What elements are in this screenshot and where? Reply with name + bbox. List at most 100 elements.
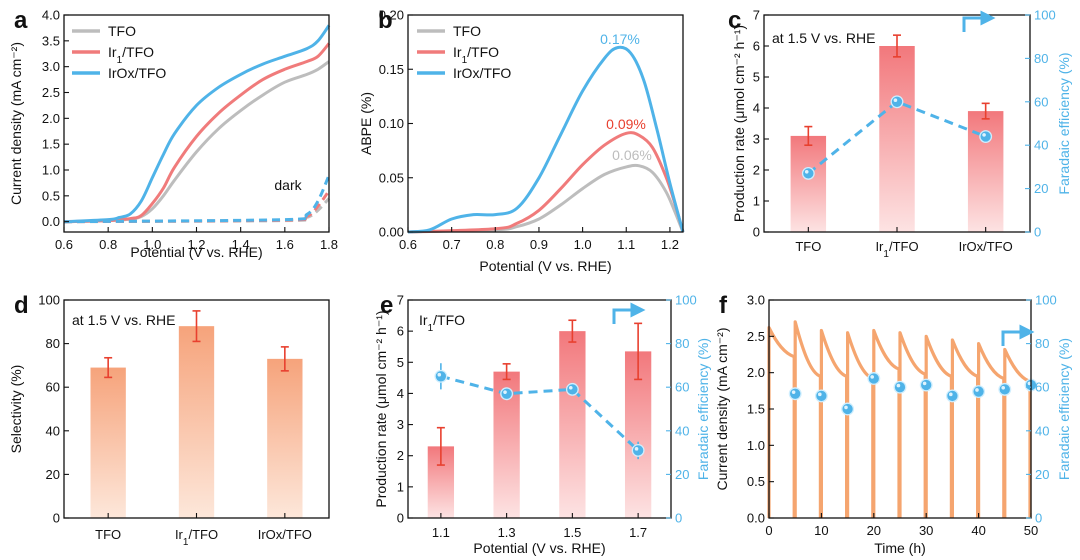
panel-c-category-label: TFO [795, 239, 821, 254]
panel-b-ytick-label: 0.05 [379, 170, 404, 185]
panel-f-y2label: Faradaic efficiency (%) [1056, 338, 1072, 480]
panel-b-xtick-label: 0.7 [443, 237, 461, 252]
panel-e-ytick-label: 5 [397, 355, 404, 370]
panel-f-ytick-label: 1.0 [747, 438, 765, 453]
panel-e-fe-highlight [634, 447, 639, 451]
panel-e-y2tick-label: 40 [675, 423, 689, 438]
panel-f-stability-segment [924, 334, 953, 518]
panel-e-ytick-label: 0 [397, 511, 404, 526]
panel-c-condition-annotation: at 1.5 V vs. RHE [772, 30, 875, 46]
panel-b-ytick-label: 0.20 [379, 8, 404, 23]
panel-f-fe-highlight [896, 383, 901, 388]
panel-c-label: c [728, 7, 741, 34]
panel-f-xtick-label: 0 [765, 523, 772, 538]
panel-f-y2tick-label: 60 [1035, 380, 1049, 395]
panel-f-xtick-label: 30 [919, 523, 933, 538]
panel-a-xtick-label: 1.2 [187, 237, 205, 252]
panel-e-category-label: 1.5 [563, 525, 581, 540]
panel-f-fe-highlight [949, 392, 953, 397]
panel-c-ytick-label: 5 [753, 70, 760, 85]
panel-f-stability-segment [950, 338, 980, 518]
panel-f-fe-highlight [975, 388, 979, 392]
panel-d-bar [178, 326, 215, 518]
panel-f-ytick-label: 3.0 [747, 293, 765, 308]
panel-d-category-label: IrOx/TFO [258, 527, 312, 542]
panel-a-ytick-label: 0.0 [42, 214, 60, 229]
panel-b-ytick-label: 0.00 [379, 225, 404, 240]
panel-f-xlabel: Time (h) [874, 540, 926, 556]
panel-f-xtick-label: 10 [814, 523, 828, 538]
panel-a-frame [63, 14, 330, 233]
panel-f-ytick-label: 2.0 [747, 365, 765, 380]
panel-a-ytick-label: 4.0 [42, 8, 60, 23]
panel-e-y2tick-label: 0 [675, 511, 682, 526]
panel-a-ytick-label: 3.5 [42, 33, 60, 48]
panel-a-series-ir1-tfo [63, 42, 331, 224]
panel-c-y2label: Faradaic efficiency (%) [1056, 52, 1072, 194]
panel-e-fe-point [565, 382, 579, 396]
panel-b-xtick-label: 0.9 [530, 237, 548, 252]
panel-b-peak-label: 0.17% [600, 31, 640, 47]
panel-b-peak-label: 0.09% [606, 116, 646, 132]
panel-e-ytick-label: 4 [397, 386, 404, 401]
panel-a-legend-label: IrOx/TFO [108, 65, 166, 81]
panel-a-ytick-label: 1.5 [42, 137, 60, 152]
panel-f-fe-point [788, 387, 802, 401]
panel-e-bar [559, 331, 586, 518]
panel-f-xtick-label: 50 [1024, 523, 1038, 538]
panel-e-ytick-label: 6 [397, 324, 404, 339]
panel-c-ytick-label: 0 [753, 225, 760, 240]
panel-f-xtick-label: 40 [971, 523, 985, 538]
panel-f-ytick-label: 0.0 [747, 511, 765, 526]
panel-d-category-label: TFO [95, 527, 121, 542]
panel-a-ytick-label: 2.5 [42, 85, 60, 100]
panel-e-label: e [380, 292, 393, 319]
panel-f-ytick-label: 1.5 [747, 402, 765, 417]
panel-a-legend-label: TFO [108, 23, 136, 39]
panel-f-ytick-label: 2.5 [747, 329, 765, 344]
panel-c-y2tick-label: 20 [1034, 181, 1048, 196]
panel-e-fe-highlight [503, 390, 507, 394]
panel-a-ytick-label: 0.5 [42, 188, 60, 203]
panel-f-label: f [719, 292, 728, 319]
panel-c-fe-point [890, 95, 904, 109]
panel-e-xlabel: Potential (V vs. RHE) [473, 540, 605, 556]
panel-e-ytick-label: 1 [397, 479, 404, 494]
panel-e-y2tick-label: 60 [675, 380, 689, 395]
panel-c-ylabel: Production rate (μmol cm⁻² h⁻¹) [731, 25, 747, 222]
panel-b-legend-label: Ir1/TFO [453, 44, 499, 66]
panel-c-bar [790, 135, 827, 232]
panel-a-series-tfo-dark [63, 197, 331, 224]
panel-c-axis-arrow [962, 10, 996, 32]
panel-e-ylabel: Production rate (μmol cm⁻² h⁻¹) [373, 310, 389, 507]
panel-e-fe-highlight [568, 385, 573, 390]
panel-b-ytick-label: 0.15 [379, 62, 404, 77]
panel-e-category-label: 1.3 [498, 525, 516, 540]
panel-f-xtick-label: 20 [867, 523, 881, 538]
panel-a-xtick-label: 1.4 [232, 237, 250, 252]
panel-a-xtick-label: 1.6 [276, 237, 294, 252]
panel-f-fe-highlight [1001, 385, 1005, 390]
panel-d-bar [90, 367, 126, 518]
panel-c-frame [763, 14, 1031, 233]
panel-f-stability-segment [846, 331, 875, 518]
panel-b-legend-label: IrOx/TFO [453, 65, 511, 81]
panel-c-fe-point [979, 130, 993, 143]
panel-c-y2tick-label: 0 [1034, 225, 1041, 240]
panel-e-category-label: 1.7 [629, 525, 647, 540]
panel-e-fe-highlight [437, 372, 442, 377]
panel-d-label: d [14, 292, 29, 319]
panel-b-xtick-label: 1.0 [574, 237, 592, 252]
panel-e-frame [407, 299, 672, 519]
panel-a-xtick-label: 1.8 [320, 237, 338, 252]
panel-d-ytick-label: 40 [46, 423, 60, 438]
panel-c-y2tick-label: 40 [1034, 138, 1048, 153]
panel-f-ytick-label: 0.5 [747, 474, 765, 489]
panel-d-ytick-label: 0 [53, 511, 60, 526]
panel-a-xtick-label: 0.8 [99, 237, 117, 252]
panel-e-y2tick-label: 20 [675, 467, 689, 482]
panel-a-ytick-label: 2.0 [42, 111, 60, 126]
panel-e-fe-line [440, 374, 640, 452]
panel-c-ytick-label: 6 [753, 39, 760, 54]
panel-a-ylabel: Current density (mA cm⁻²) [8, 42, 24, 205]
